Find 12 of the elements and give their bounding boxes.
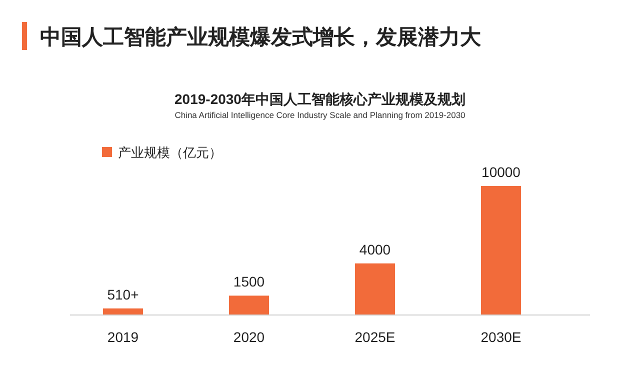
legend-label: 产业规模（亿元） <box>118 145 222 160</box>
x-tick-label: 2019 <box>107 329 139 345</box>
chart-subtitle: 2019-2030年中国人工智能核心产业规模及规划 <box>174 91 466 107</box>
data-label: 4000 <box>359 241 391 258</box>
text: China Artificial Intelligence Core Industry Scale and Planning from 2019-2030 <box>174 110 466 120</box>
data-label: 1500 <box>233 274 265 290</box>
x-tick-label: 2020 <box>233 329 265 345</box>
data-label: 510+ <box>107 286 139 302</box>
chart-title: 中国人工智能产业规模爆发式增长，发展潜力大 <box>40 25 482 49</box>
x-tick-label: 2025E <box>354 329 396 345</box>
x-tick-label: 2030E <box>480 329 522 345</box>
data-label: 10000 <box>482 164 521 180</box>
